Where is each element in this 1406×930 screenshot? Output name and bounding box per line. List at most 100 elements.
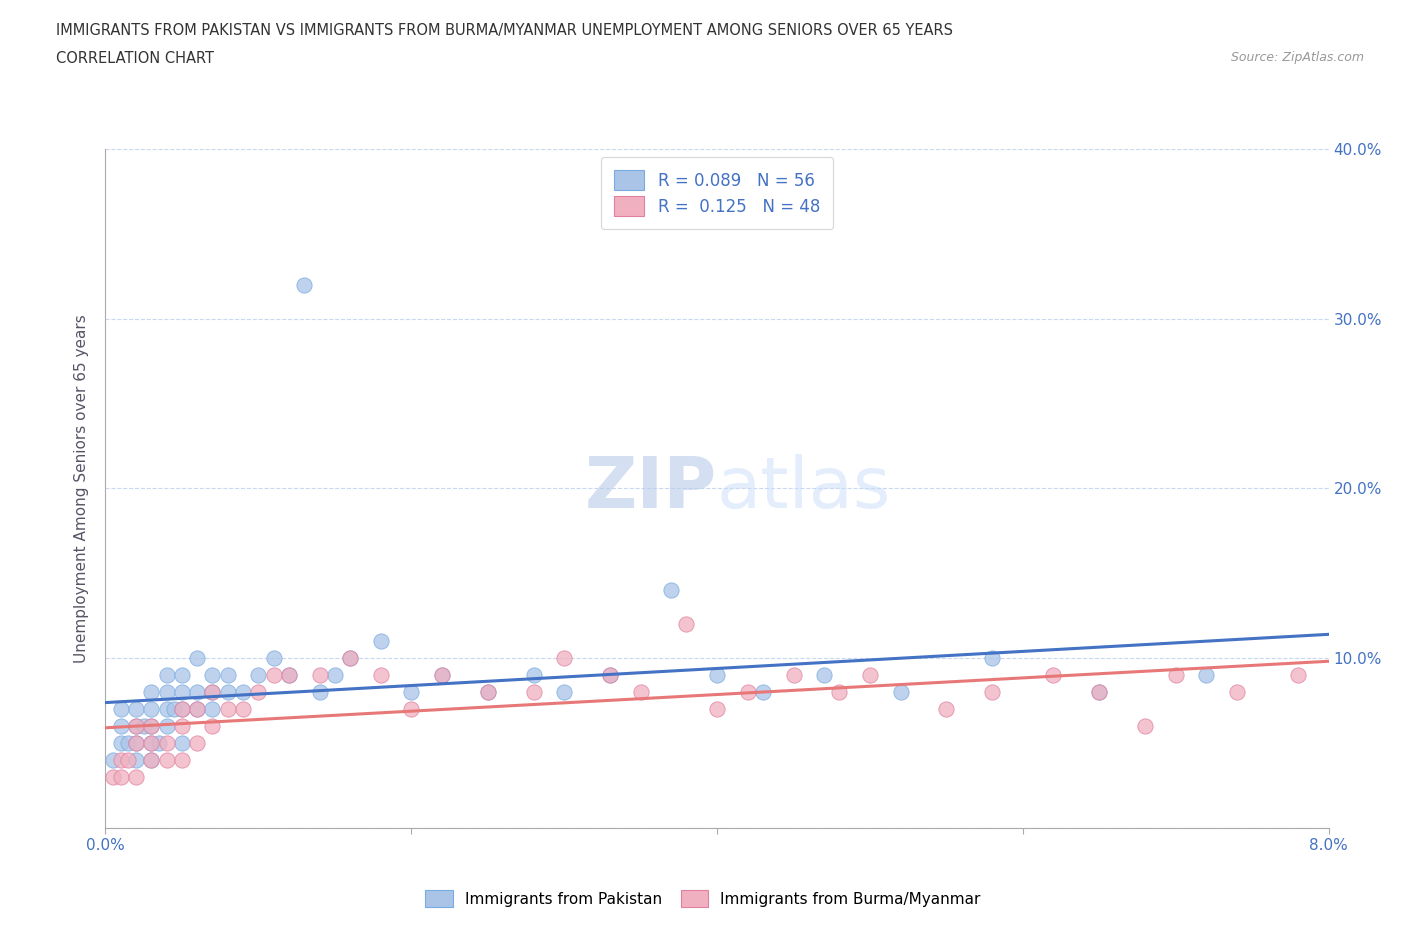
Point bbox=[186, 736, 208, 751]
Point bbox=[630, 684, 652, 699]
Point bbox=[141, 752, 163, 767]
Point bbox=[981, 684, 1004, 699]
Point bbox=[217, 684, 239, 699]
Point bbox=[278, 668, 301, 683]
Point bbox=[170, 719, 193, 734]
Point bbox=[1226, 684, 1249, 699]
Point bbox=[170, 668, 193, 683]
Point bbox=[101, 752, 124, 767]
Point bbox=[1088, 684, 1111, 699]
Text: atlas: atlas bbox=[717, 454, 891, 523]
Point bbox=[430, 668, 453, 683]
Point bbox=[217, 701, 239, 716]
Point bbox=[156, 736, 179, 751]
Point bbox=[217, 668, 239, 683]
Point bbox=[599, 668, 621, 683]
Point bbox=[125, 769, 148, 784]
Y-axis label: Unemployment Among Seniors over 65 years: Unemployment Among Seniors over 65 years bbox=[75, 314, 90, 662]
Point bbox=[292, 277, 315, 292]
Point bbox=[110, 701, 132, 716]
Point bbox=[737, 684, 759, 699]
Point bbox=[201, 701, 224, 716]
Point bbox=[370, 668, 392, 683]
Point bbox=[117, 752, 139, 767]
Point bbox=[263, 651, 285, 666]
Point bbox=[186, 701, 208, 716]
Point bbox=[156, 719, 179, 734]
Point bbox=[141, 701, 163, 716]
Point bbox=[156, 668, 179, 683]
Text: Source: ZipAtlas.com: Source: ZipAtlas.com bbox=[1230, 51, 1364, 64]
Point bbox=[201, 684, 224, 699]
Point bbox=[170, 701, 193, 716]
Point bbox=[675, 617, 697, 631]
Point bbox=[170, 752, 193, 767]
Legend: Immigrants from Pakistan, Immigrants from Burma/Myanmar: Immigrants from Pakistan, Immigrants fro… bbox=[419, 884, 987, 913]
Point bbox=[201, 668, 224, 683]
Point bbox=[935, 701, 957, 716]
Point bbox=[141, 736, 163, 751]
Point bbox=[278, 668, 301, 683]
Point bbox=[141, 719, 163, 734]
Point bbox=[828, 684, 851, 699]
Point bbox=[339, 651, 361, 666]
Point bbox=[981, 651, 1004, 666]
Point bbox=[323, 668, 346, 683]
Point bbox=[148, 736, 170, 751]
Point bbox=[170, 684, 193, 699]
Point bbox=[125, 736, 148, 751]
Point bbox=[170, 701, 193, 716]
Point bbox=[141, 719, 163, 734]
Point bbox=[101, 769, 124, 784]
Point bbox=[752, 684, 775, 699]
Point bbox=[156, 701, 179, 716]
Point bbox=[232, 701, 254, 716]
Point bbox=[1286, 668, 1309, 683]
Point bbox=[782, 668, 804, 683]
Point bbox=[247, 684, 270, 699]
Point bbox=[186, 651, 208, 666]
Point bbox=[659, 582, 682, 598]
Point bbox=[186, 684, 208, 699]
Point bbox=[132, 719, 155, 734]
Point bbox=[247, 668, 270, 683]
Point bbox=[339, 651, 361, 666]
Point bbox=[401, 701, 423, 716]
Point bbox=[156, 684, 179, 699]
Point bbox=[125, 752, 148, 767]
Point bbox=[308, 684, 330, 699]
Point bbox=[553, 651, 575, 666]
Point bbox=[889, 684, 911, 699]
Point bbox=[117, 736, 139, 751]
Point bbox=[370, 633, 392, 648]
Point bbox=[1088, 684, 1111, 699]
Point bbox=[170, 736, 193, 751]
Point bbox=[110, 769, 132, 784]
Point bbox=[125, 719, 148, 734]
Point bbox=[110, 736, 132, 751]
Point bbox=[201, 684, 224, 699]
Point bbox=[110, 752, 132, 767]
Legend: R = 0.089   N = 56, R =  0.125   N = 48: R = 0.089 N = 56, R = 0.125 N = 48 bbox=[600, 157, 834, 229]
Point bbox=[110, 719, 132, 734]
Point bbox=[232, 684, 254, 699]
Point bbox=[553, 684, 575, 699]
Point bbox=[201, 719, 224, 734]
Point bbox=[125, 701, 148, 716]
Point bbox=[859, 668, 882, 683]
Point bbox=[1133, 719, 1156, 734]
Point bbox=[141, 736, 163, 751]
Point bbox=[813, 668, 835, 683]
Point bbox=[1042, 668, 1064, 683]
Point bbox=[523, 668, 546, 683]
Point bbox=[477, 684, 499, 699]
Point bbox=[1195, 668, 1218, 683]
Point bbox=[263, 668, 285, 683]
Point bbox=[706, 668, 728, 683]
Point bbox=[401, 684, 423, 699]
Point bbox=[477, 684, 499, 699]
Point bbox=[430, 668, 453, 683]
Point bbox=[308, 668, 330, 683]
Point bbox=[141, 684, 163, 699]
Point bbox=[599, 668, 621, 683]
